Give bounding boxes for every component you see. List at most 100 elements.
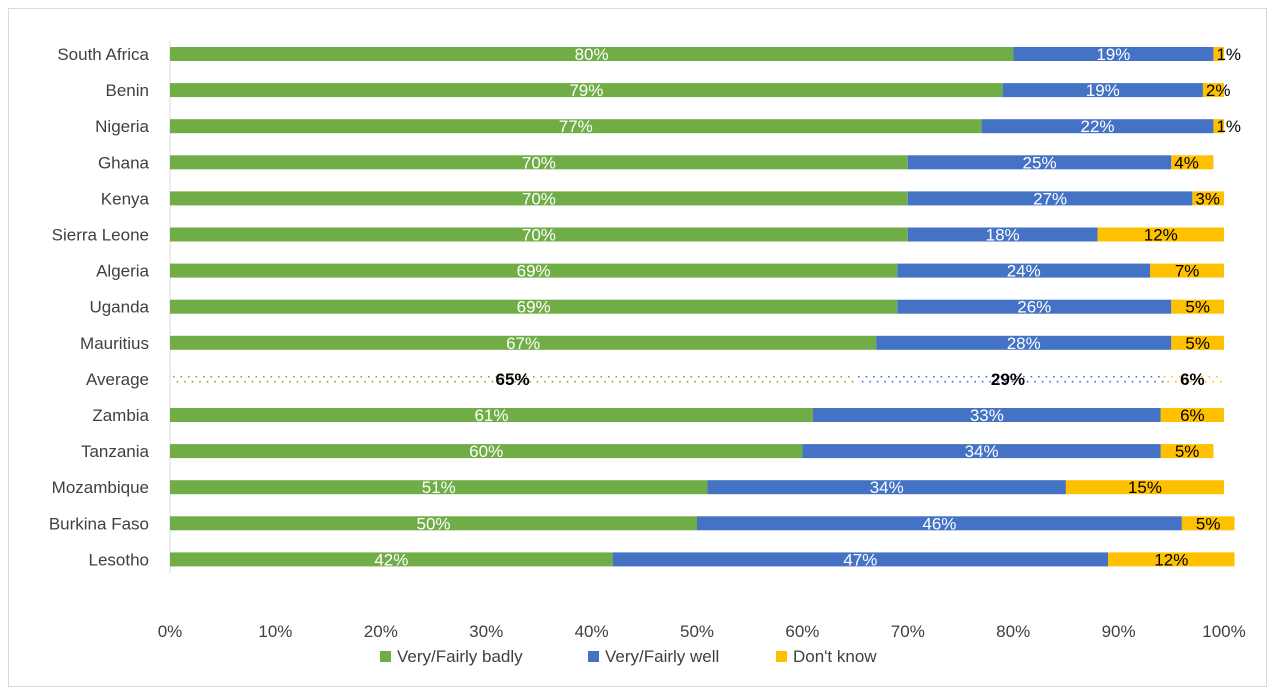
- data-label: 2%: [1206, 81, 1231, 100]
- bar-segment-dotted: [173, 375, 854, 383]
- bar-segment: [1181, 516, 1235, 531]
- data-label: 7%: [1175, 262, 1200, 281]
- data-label: 15%: [1128, 478, 1162, 497]
- category-label: Algeria: [96, 262, 149, 281]
- category-label: Burkina Faso: [49, 514, 149, 533]
- category-label: Tanzania: [81, 442, 150, 461]
- x-tick-label: 0%: [158, 622, 183, 641]
- data-label: 5%: [1175, 442, 1200, 461]
- bar-segment: [1108, 552, 1235, 567]
- data-label: 5%: [1196, 514, 1221, 533]
- data-label: 34%: [870, 478, 904, 497]
- bar-segment: [170, 408, 813, 422]
- x-tick-label: 10%: [258, 622, 292, 641]
- bar-segment: [170, 227, 908, 242]
- category-label: South Africa: [57, 45, 149, 64]
- data-label: 34%: [965, 442, 999, 461]
- bar-segment: [812, 408, 1161, 422]
- category-label: Mauritius: [80, 334, 149, 353]
- bar-segment: [897, 263, 1151, 278]
- data-label: 28%: [1007, 334, 1041, 353]
- x-tick-label: 70%: [891, 622, 925, 641]
- bar-segment: [981, 119, 1214, 134]
- data-label: 29%: [991, 370, 1025, 389]
- bar-segment: [897, 299, 1172, 314]
- data-label: 5%: [1185, 334, 1210, 353]
- data-label: 61%: [474, 406, 508, 425]
- data-label: 6%: [1180, 370, 1205, 389]
- bar-segment: [170, 552, 613, 567]
- bar-segment: [1192, 191, 1224, 206]
- bar-segment: [170, 516, 697, 531]
- bar-segment: [170, 83, 1003, 98]
- bar-segment: [170, 47, 1014, 61]
- bar-segment-dotted: [858, 375, 1164, 383]
- bar-segment: [1150, 263, 1224, 278]
- category-label: Uganda: [89, 298, 149, 317]
- bar-segment: [907, 155, 1172, 170]
- x-tick-label: 60%: [785, 622, 819, 641]
- category-label: Zambia: [92, 406, 149, 425]
- x-tick-label: 100%: [1202, 622, 1245, 641]
- data-label: 79%: [569, 81, 603, 100]
- data-label: 1%: [1216, 45, 1241, 64]
- data-label: 51%: [422, 478, 456, 497]
- legend-label: Very/Fairly badly: [397, 647, 523, 666]
- data-label: 1%: [1216, 117, 1241, 136]
- bar-segment: [1171, 299, 1224, 314]
- bar-segment: [1202, 83, 1224, 98]
- data-label: 18%: [986, 226, 1020, 245]
- data-label: 24%: [1007, 262, 1041, 281]
- data-label: 80%: [575, 45, 609, 64]
- x-tick-label: 20%: [364, 622, 398, 641]
- bar-segment: [707, 480, 1066, 495]
- data-label: 6%: [1180, 406, 1205, 425]
- data-label: 70%: [522, 226, 556, 245]
- bar-segment: [1002, 83, 1203, 98]
- bar-segment: [907, 191, 1193, 206]
- data-label: 19%: [1086, 81, 1120, 100]
- data-label: 4%: [1174, 153, 1199, 172]
- legend-swatch: [380, 651, 391, 662]
- data-label: 70%: [522, 189, 556, 208]
- data-label: 22%: [1081, 117, 1115, 136]
- bar-segment-dotted: [1163, 375, 1222, 383]
- category-label: Lesotho: [89, 550, 150, 569]
- bar-segment: [170, 191, 908, 206]
- legend-label: Very/Fairly well: [605, 647, 719, 666]
- bar-segment: [1171, 335, 1224, 350]
- x-tick-label: 80%: [996, 622, 1030, 641]
- bar-segment: [1160, 444, 1214, 459]
- bar-segment: [170, 263, 898, 278]
- category-label: Mozambique: [52, 478, 149, 497]
- x-tick-label: 50%: [680, 622, 714, 641]
- bar-segment: [170, 119, 982, 134]
- data-label: 46%: [922, 514, 956, 533]
- bar-segment: [170, 480, 708, 495]
- data-label: 19%: [1096, 45, 1130, 64]
- data-label: 69%: [517, 262, 551, 281]
- data-label: 3%: [1195, 189, 1220, 208]
- data-label: 69%: [517, 298, 551, 317]
- bar-segment: [876, 335, 1172, 350]
- legend-swatch: [588, 651, 599, 662]
- bar-segment: [802, 444, 1161, 459]
- x-tick-label: 90%: [1102, 622, 1136, 641]
- category-label: Nigeria: [95, 117, 149, 136]
- data-label: 67%: [506, 334, 540, 353]
- data-label: 25%: [1023, 153, 1057, 172]
- bar-segment: [170, 335, 877, 350]
- bar-segment: [1013, 47, 1214, 61]
- x-tick-label: 30%: [469, 622, 503, 641]
- data-label: 47%: [843, 550, 877, 569]
- category-label: Sierra Leone: [52, 226, 149, 245]
- category-label: Average: [86, 370, 149, 389]
- bar-segment: [1065, 480, 1224, 495]
- category-label: Ghana: [98, 153, 150, 172]
- data-label: 77%: [559, 117, 593, 136]
- legend-label: Don't know: [793, 647, 877, 666]
- bar-segment: [612, 552, 1109, 567]
- data-label: 12%: [1154, 550, 1188, 569]
- data-label: 5%: [1185, 298, 1210, 317]
